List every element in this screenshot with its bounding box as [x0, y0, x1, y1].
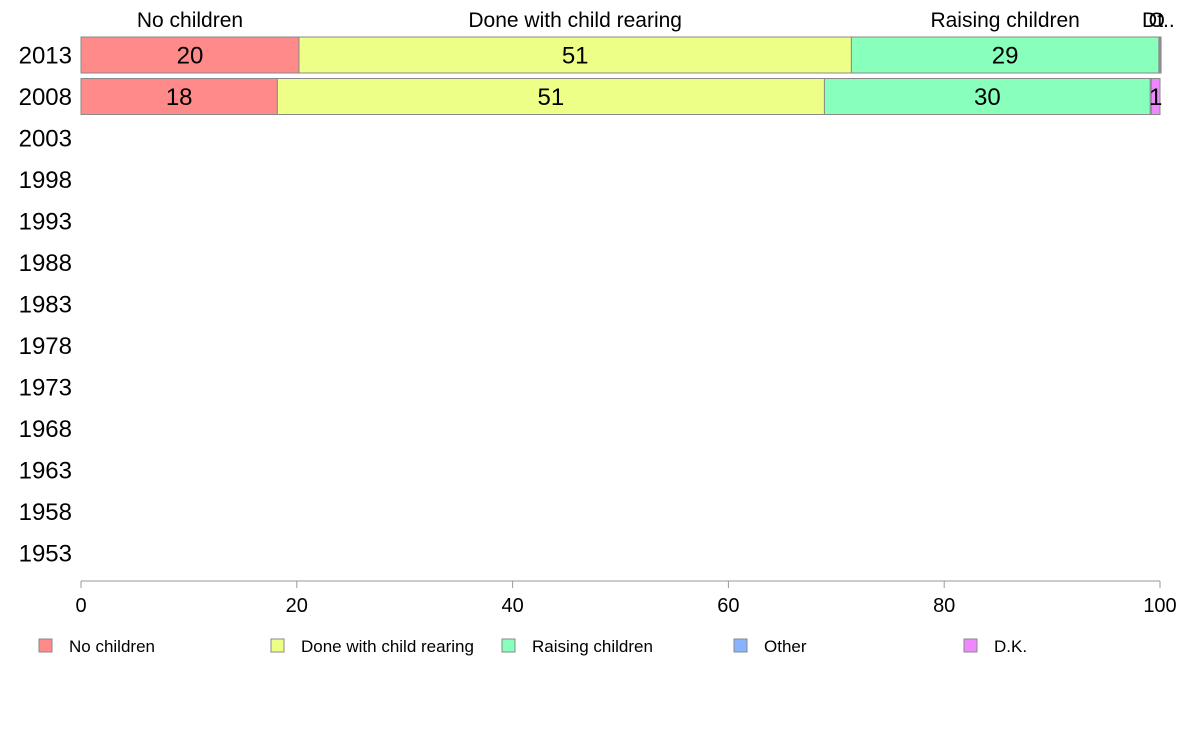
year-label: 1968	[19, 416, 72, 443]
bar-value-label: 20	[177, 43, 204, 70]
year-label: 1958	[19, 499, 72, 526]
year-label: 1998	[19, 167, 72, 194]
legend-label: Other	[764, 637, 807, 656]
bar-value-labels: 20 51 29 18 51 30 1	[166, 43, 1163, 112]
top-category-label: O	[1149, 9, 1165, 32]
bar-value-label: 1	[1149, 84, 1162, 111]
bar-segment	[298, 36, 852, 74]
legend-swatch	[501, 638, 516, 653]
legend-label: Done with child rearing	[301, 637, 474, 656]
legend-swatch	[270, 638, 285, 653]
top-category-label: No children	[137, 9, 243, 32]
category-labels: No children Done with child rearing Raisin…	[137, 9, 1175, 32]
x-tick-label: 80	[933, 595, 955, 617]
year-label: 1953	[19, 541, 72, 568]
year-label: 2003	[19, 126, 72, 153]
year-label: 1963	[19, 458, 72, 485]
bar-segment	[1159, 36, 1162, 74]
x-tick-label: 0	[75, 595, 86, 617]
year-label: 2013	[19, 43, 72, 70]
year-labels: 2013 2008 2003 1998 1993 1988 1983 1978 1973 1968…	[19, 43, 72, 568]
x-tick-label: 60	[717, 595, 739, 617]
bar-segment	[80, 78, 278, 115]
legend-swatch	[733, 638, 748, 653]
bar-value-label: 51	[562, 43, 589, 70]
x-tick-label: 20	[286, 595, 308, 617]
legend-swatch	[963, 638, 978, 653]
year-label: 2008	[19, 84, 72, 111]
bar-value-label: 51	[538, 84, 565, 111]
bar-segment	[823, 78, 1151, 115]
bar-value-label: 30	[974, 84, 1001, 111]
bar-value-label: 18	[166, 84, 193, 111]
bar-segment	[276, 78, 825, 115]
year-label: 1983	[19, 292, 72, 319]
x-tick-label: 40	[501, 595, 523, 617]
bar-value-label: 29	[992, 43, 1019, 70]
legend-label: Raising children	[532, 637, 653, 656]
legend-label: No children	[69, 637, 155, 656]
top-category-label: Done with child rearing	[468, 9, 682, 32]
legend-label: D.K.	[994, 637, 1027, 656]
x-tick-label: 100	[1143, 595, 1176, 617]
year-label: 1988	[19, 250, 72, 277]
legend-swatch	[38, 638, 53, 653]
year-label: 1978	[19, 333, 72, 360]
bar-segment	[1150, 78, 1161, 115]
year-label: 1973	[19, 375, 72, 402]
x-axis: 0 20 40 60 80 100	[75, 580, 1177, 617]
top-category-label: Dt..	[1142, 9, 1175, 32]
bars	[80, 36, 1162, 115]
legend: No children Done with child rearing Raisin…	[38, 637, 1027, 656]
year-label: 1993	[19, 209, 72, 236]
top-category-label: Raising children	[930, 9, 1079, 32]
